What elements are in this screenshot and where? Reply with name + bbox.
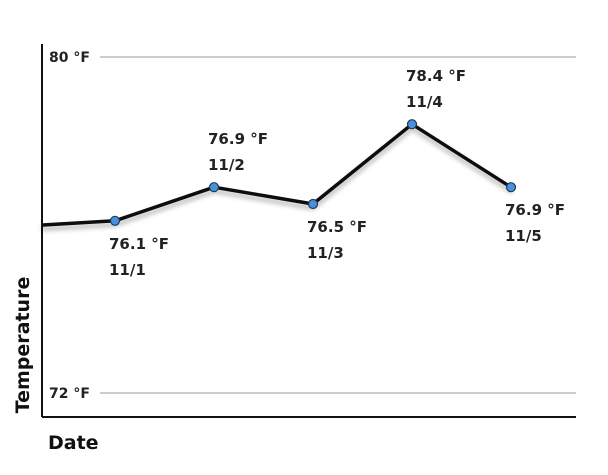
point-date-label: 11/1 [109,261,146,279]
data-point-11-4 [406,119,418,130]
x-axis-title: Date [48,432,99,454]
y-tick-labels: 80 °F 72 °F [49,50,90,402]
point-markers [109,119,517,226]
series-line [41,122,513,227]
point-value-label: 78.4 °F [406,67,466,85]
point-date-label: 11/4 [406,93,443,111]
point-date-label: 11/5 [505,227,542,245]
y-axis-title: Temperature [12,277,34,414]
point-value-label: 76.9 °F [208,130,268,148]
point-labels: 76.1 °F 11/1 76.9 °F 11/2 76.5 °F 11/3 78.4 °F… [109,67,565,279]
data-point-11-2 [208,182,220,193]
data-point-11-5 [505,182,517,193]
y-tick-label-72: 72 °F [49,386,90,402]
y-tick-label-80: 80 °F [49,50,90,66]
point-value-label: 76.9 °F [505,201,565,219]
data-point-11-3 [307,198,319,210]
gridlines [100,56,576,394]
point-value-label: 76.1 °F [109,235,169,253]
point-date-label: 11/2 [208,156,245,174]
series-line-group [41,122,513,227]
point-date-label: 11/3 [307,244,344,262]
data-point-11-1 [109,215,121,226]
point-value-label: 76.5 °F [307,218,367,236]
